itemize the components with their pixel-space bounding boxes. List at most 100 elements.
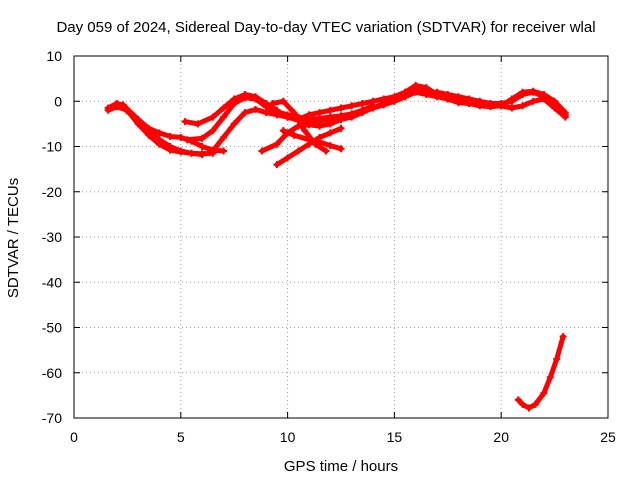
data-point xyxy=(305,111,313,119)
data-point xyxy=(519,90,527,98)
y-tick-label: -20 xyxy=(42,184,62,200)
data-point xyxy=(519,102,527,110)
data-point xyxy=(155,136,163,144)
data-point xyxy=(166,133,174,141)
data-point xyxy=(220,104,228,112)
x-tick-label: 20 xyxy=(493,429,509,445)
x-tick-label: 0 xyxy=(70,429,78,445)
data-point xyxy=(508,97,516,105)
data-point xyxy=(252,105,260,113)
y-tick-label: -50 xyxy=(42,320,62,336)
data-point xyxy=(519,400,527,408)
series-track-3 xyxy=(117,102,206,159)
data-point xyxy=(198,134,206,142)
data-point xyxy=(301,127,309,135)
data-point xyxy=(258,147,266,155)
data-point xyxy=(369,104,377,112)
data-point xyxy=(358,100,366,108)
data-point xyxy=(177,133,185,141)
data-point xyxy=(279,127,287,135)
data-point xyxy=(529,97,537,105)
data-point xyxy=(390,95,398,103)
data-point xyxy=(337,115,345,123)
data-point xyxy=(198,151,206,159)
data-point xyxy=(284,154,292,162)
data-point xyxy=(241,94,249,102)
y-axis-tick-labels: 10 0 -10 -20 -30 -40 -50 -60 -70 xyxy=(42,48,62,426)
data-point xyxy=(369,97,377,105)
x-axis-tick-labels: 0 5 10 15 20 25 xyxy=(70,429,616,445)
data-point xyxy=(531,400,539,408)
data-point xyxy=(454,99,462,107)
data-point xyxy=(348,102,356,110)
data-point xyxy=(422,88,430,96)
data-point xyxy=(305,121,313,129)
data-point xyxy=(220,147,228,155)
data-point xyxy=(316,122,324,130)
data-point xyxy=(290,109,298,117)
data-point xyxy=(559,333,567,341)
data-point xyxy=(326,142,334,150)
data-point xyxy=(230,120,238,128)
data-point xyxy=(444,90,452,98)
data-point xyxy=(230,100,238,108)
data-series xyxy=(104,81,569,412)
data-point xyxy=(401,90,409,98)
data-point xyxy=(487,100,495,108)
data-point xyxy=(454,93,462,101)
data-point xyxy=(553,355,561,363)
y-tick-label: -40 xyxy=(42,274,62,290)
y-tick-label: 0 xyxy=(54,93,62,109)
data-point xyxy=(358,109,366,117)
data-point xyxy=(220,113,228,121)
x-tick-label: 10 xyxy=(280,429,296,445)
data-point xyxy=(540,389,548,397)
data-point xyxy=(322,147,330,155)
data-point xyxy=(181,118,189,126)
data-point xyxy=(183,136,191,144)
data-point xyxy=(348,113,356,121)
data-point xyxy=(262,103,270,111)
data-point xyxy=(220,133,228,141)
data-point xyxy=(294,115,302,123)
axis-ticks xyxy=(73,55,609,419)
data-point xyxy=(290,131,298,139)
data-point xyxy=(166,143,174,150)
data-point xyxy=(326,106,334,114)
data-point xyxy=(326,129,334,137)
x-tick-label: 5 xyxy=(177,429,185,445)
data-point xyxy=(273,111,281,119)
data-point xyxy=(316,138,324,146)
data-point xyxy=(130,113,138,121)
data-point xyxy=(529,88,537,96)
data-point xyxy=(326,120,334,128)
data-point xyxy=(279,97,287,105)
data-point xyxy=(551,100,559,108)
data-point xyxy=(187,149,195,157)
y-tick-label: -10 xyxy=(42,139,62,155)
data-point xyxy=(273,140,281,148)
series-track-10 xyxy=(279,127,345,153)
data-point xyxy=(198,143,206,150)
data-point xyxy=(316,114,324,122)
data-point xyxy=(337,104,345,112)
data-point xyxy=(252,95,260,103)
data-point xyxy=(273,161,281,169)
data-point xyxy=(209,147,217,155)
data-point xyxy=(525,404,533,412)
data-point xyxy=(412,86,420,94)
data-point xyxy=(497,100,505,108)
series-line xyxy=(338,89,568,122)
data-point xyxy=(209,127,217,135)
data-point xyxy=(241,109,249,117)
data-point xyxy=(262,109,270,117)
data-point xyxy=(514,396,522,404)
data-point xyxy=(284,113,292,121)
data-point xyxy=(269,100,277,108)
data-point xyxy=(546,373,554,381)
data-point xyxy=(145,127,153,135)
data-point xyxy=(380,100,388,108)
data-point xyxy=(433,88,441,96)
